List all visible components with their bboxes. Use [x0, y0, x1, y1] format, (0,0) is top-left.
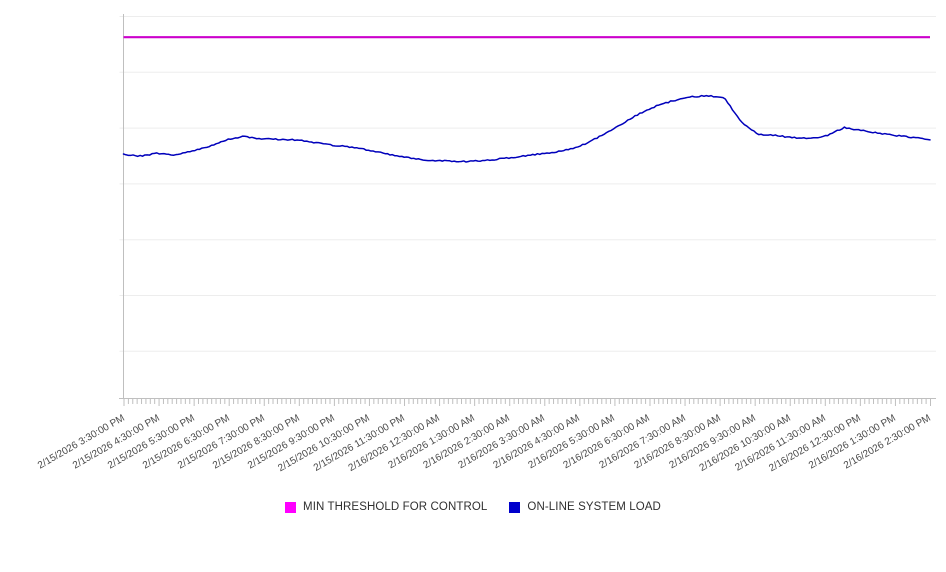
chart-plot-area [119, 14, 936, 406]
y-gridlines [119, 16, 936, 352]
legend-swatch-blue [509, 501, 521, 513]
chart-legend: MIN THRESHOLD FOR CONTROL ON-LINE SYSTEM… [0, 496, 946, 518]
x-axis-minor-ticks [123, 399, 931, 406]
legend-label-on-line-system-load: ON-LINE SYSTEM LOAD [527, 501, 661, 513]
legend-item-min-threshold-for-control[interactable]: MIN THRESHOLD FOR CONTROL [285, 501, 487, 513]
series-on-line-system-load [122, 94, 931, 163]
legend-item-on-line-system-load[interactable]: ON-LINE SYSTEM LOAD [509, 501, 661, 513]
chart-container: 2/15/2026 3:30:00 PM 2/15/2026 4:30:00 PM… [0, 14, 946, 518]
legend-label-min-threshold-for-control: MIN THRESHOLD FOR CONTROL [303, 501, 488, 513]
legend-swatch-magenta [285, 501, 297, 513]
